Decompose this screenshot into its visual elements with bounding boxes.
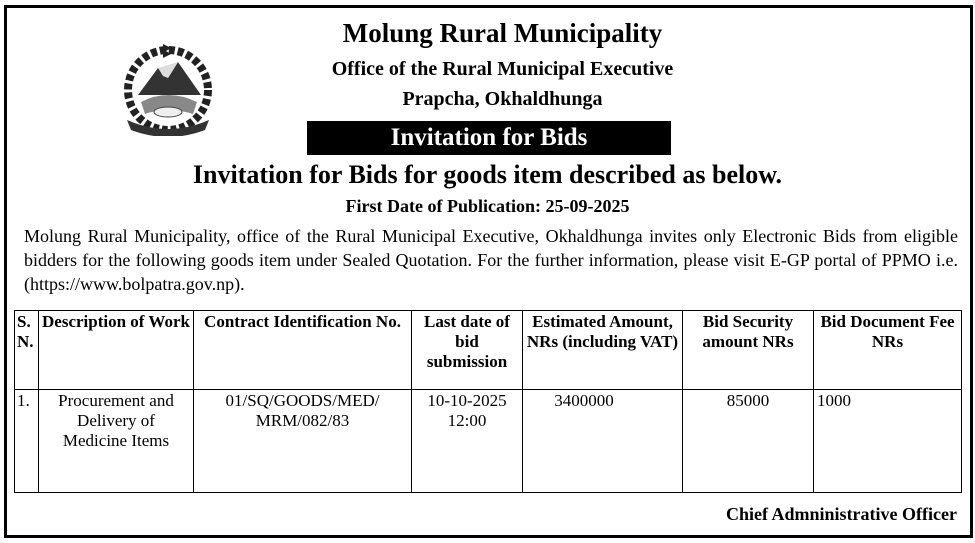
cell-estimated-amount: 3400000 — [522, 389, 683, 493]
header-document-fee: Bid Document Fee NRs — [813, 310, 962, 390]
header-sn: S. N. — [14, 310, 39, 390]
signatory: Chief Admninistrative Officer — [726, 504, 957, 524]
cell-contract-id: 01/SQ/GOODS/MED/ MRM/082/83 — [193, 389, 412, 493]
header-bid-security: Bid Security amount NRs — [682, 310, 814, 390]
cell-sn: 1. — [14, 389, 39, 493]
cell-document-fee: 1000 — [813, 389, 962, 493]
table-header-row: S. N. Description of Work Contract Ident… — [14, 310, 962, 390]
office-name: Office of the Rural Municipal Executive — [331, 58, 674, 80]
notice-frame — [4, 5, 973, 538]
header-contract-id: Contract Identification No. — [193, 310, 412, 390]
notice-body: Molung Rural Municipality, office of the… — [24, 226, 958, 294]
nepal-government-emblem-icon — [124, 44, 212, 136]
cell-description: Procurement and Delivery of Medicine Ite… — [38, 389, 194, 493]
bid-table: S. N. Description of Work Contract Ident… — [14, 310, 962, 493]
table-row: 1. Procurement and Delivery of Medicine … — [14, 389, 962, 493]
cell-last-date: 10-10-2025 12:00 — [411, 389, 523, 493]
office-location: Prapcha, Okhaldhunga — [402, 88, 603, 110]
header-estimated-amount: Estimated Amount, NRs (including VAT) — [522, 310, 683, 390]
municipality-title: Molung Rural Municipality — [342, 18, 663, 48]
header-last-date: Last date of bid submission — [411, 310, 523, 390]
notice-heading: Invitation for Bids for goods item descr… — [192, 160, 783, 189]
invitation-banner: Invitation for Bids — [307, 121, 671, 155]
publication-date: First Date of Publication: 25-09-2025 — [345, 196, 630, 216]
cell-bid-security: 85000 — [682, 389, 814, 493]
header-description: Description of Work — [38, 310, 194, 390]
